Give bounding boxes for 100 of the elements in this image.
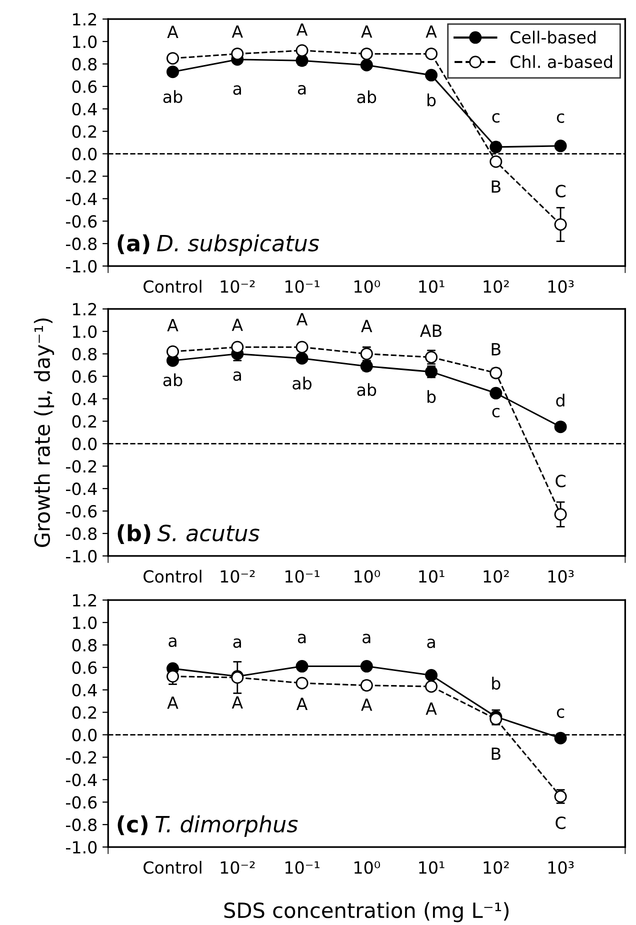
y-tick-label: 1.2 [73,594,96,606]
point [554,508,567,521]
x-tick-label: 10⁻¹ [286,861,320,874]
annotation: A [361,320,372,332]
point [296,352,308,365]
y-axis-title: Growth rate (μ, day⁻¹) [34,318,54,547]
point [166,66,180,78]
point [425,680,438,693]
annotation: b [428,94,436,106]
y-tick-label: -0.4 [66,192,97,206]
annotation: ab [292,376,312,390]
annotation: a [233,638,241,648]
y-tick-label: 1.2 [73,302,96,316]
annotation: a [298,634,306,644]
y-tick-label: -0.2 [66,751,96,764]
y-tick-label: 0.0 [72,728,97,742]
x-tick-label: Control [144,570,202,583]
x-tick-label: 10⁻¹ [286,280,320,293]
legend-label: Cell-based [510,30,596,44]
annotation: a [362,634,370,644]
x-tick-label: 10³ [548,280,574,293]
annotation: B [492,343,500,356]
x-tick-label: 10² [484,861,509,874]
y-tick-label: 0.0 [72,148,97,160]
annotation: ab [357,383,376,396]
annotation: A [361,25,372,38]
y-tick-label: -0.6 [66,796,97,809]
point [360,660,373,673]
annotation: B [492,748,500,760]
annotation: (c) T. dimorphus [118,815,298,837]
annotation: a [168,637,176,647]
point [360,48,373,60]
annotation: c [492,408,500,418]
x-tick-label: 10¹ [419,280,444,293]
point [554,420,567,434]
y-tick-label: 1.0 [73,325,97,338]
x-tick-label: Control [144,860,202,874]
x-tick-label: 10⁰ [354,570,380,583]
annotation: ab [357,90,376,104]
y-tick-label: 1.0 [73,35,97,48]
annotation: b [492,676,500,690]
point [296,676,308,690]
y-tick-label: 0.2 [72,415,96,428]
y-tick-label: 0.8 [72,58,97,71]
annotation: A [167,26,178,38]
annotation: d [556,394,564,407]
point [296,44,308,57]
y-tick-label: -0.4 [66,482,97,496]
y-tick-label: 0.4 [72,102,97,116]
annotation: A [361,698,372,711]
annotation: AB [420,324,442,337]
y-tick-label: 0.6 [72,370,97,383]
annotation: c [492,113,500,123]
x-tick-label: Control [144,280,202,293]
annotation: A [296,23,308,36]
x-tick-label: 10⁻¹ [286,570,320,583]
y-tick-label: 1.2 [73,13,96,26]
x-tick-label: 10⁰ [354,861,380,874]
point [425,669,438,682]
point [554,732,567,744]
annotation: ab [163,373,182,386]
y-tick-label: -1.0 [66,840,97,854]
point [490,155,502,168]
x-tick-label: 10⁰ [354,280,380,293]
x-tick-label: 10⁻² [220,861,255,874]
annotation: a [233,371,241,381]
x-tick-label: 10⁻² [220,280,255,293]
annotation: c [556,113,564,123]
y-tick-label: -0.2 [66,170,96,183]
annotation: (b) S. acutus [118,524,260,544]
y-tick-label: 0.8 [72,638,97,652]
x-tick-label: 10² [484,280,509,293]
annotation: A [296,698,308,710]
annotation: A [296,313,308,326]
y-tick-label: -0.4 [66,774,97,786]
x-tick-label: 10² [484,570,509,583]
y-tick-label: -0.2 [66,460,96,473]
y-tick-label: -0.8 [66,238,97,250]
point [231,48,244,60]
annotation: A [167,696,178,709]
y-tick-label: 1.0 [73,616,97,630]
point [166,52,180,65]
y-tick-label: 0.0 [72,438,97,450]
annotation: c [556,708,564,718]
annotation: A [426,25,437,38]
annotation: C [556,816,566,830]
x-tick-label: 10¹ [419,861,444,874]
y-tick-label: 0.4 [72,392,97,406]
x-tick-label: 10¹ [419,570,444,583]
y-tick-label: -0.8 [66,818,97,832]
x-tick-label: 10³ [548,570,574,583]
annotation: a [233,85,241,95]
annotation: a [427,638,435,648]
annotation: C [556,184,566,198]
point [554,140,567,152]
annotation: A [232,25,243,38]
x-tick-label: 10⁻² [220,570,255,583]
y-tick-label: -1.0 [66,260,97,273]
x-axis-title: SDS concentration (mg L⁻¹) [224,902,509,922]
point [360,58,373,72]
